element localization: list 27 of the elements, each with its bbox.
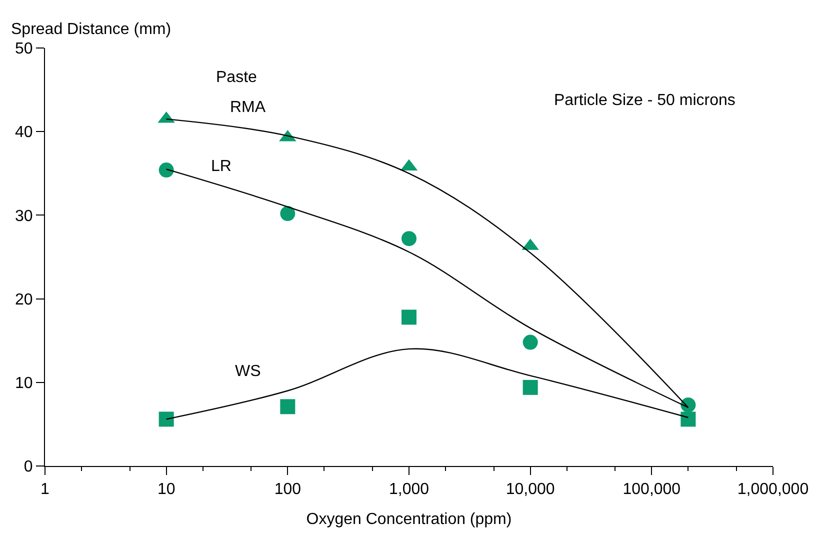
annotation: Paste — [216, 69, 258, 86]
y-tick-label: 40 — [15, 124, 33, 142]
text: LR — [211, 158, 232, 175]
y-tick-label: 10 — [15, 375, 33, 392]
annotation: Particle Size - 50 microns — [554, 92, 736, 109]
point — [522, 334, 538, 350]
series-label: WS — [235, 363, 261, 380]
point — [158, 412, 174, 427]
y-tick-label: 50 — [15, 40, 33, 58]
x-tick-label: 100 — [274, 481, 302, 498]
x-tick-label: 1,000,000 — [737, 481, 809, 498]
x-tick-label: 100,000 — [622, 481, 681, 498]
y-tick-label: 30 — [15, 208, 33, 225]
x-tick-label: 10,000 — [506, 481, 555, 498]
point — [402, 231, 416, 246]
series-label: RMA — [230, 99, 266, 116]
y-tick-label: 20 — [15, 291, 33, 308]
x-tick-label: 1,000 — [388, 481, 430, 498]
x-axis-title: Oxygen Concentration (ppm) — [306, 510, 512, 528]
x-tick-label: 1 — [40, 481, 50, 498]
x-tick-label: 10 — [157, 481, 176, 498]
point — [280, 399, 296, 414]
y-tick-label: 0 — [24, 458, 33, 476]
point — [402, 310, 416, 325]
y-axis-title: Spread Distance (mm) — [11, 21, 172, 38]
point — [280, 206, 296, 222]
point — [522, 380, 538, 395]
